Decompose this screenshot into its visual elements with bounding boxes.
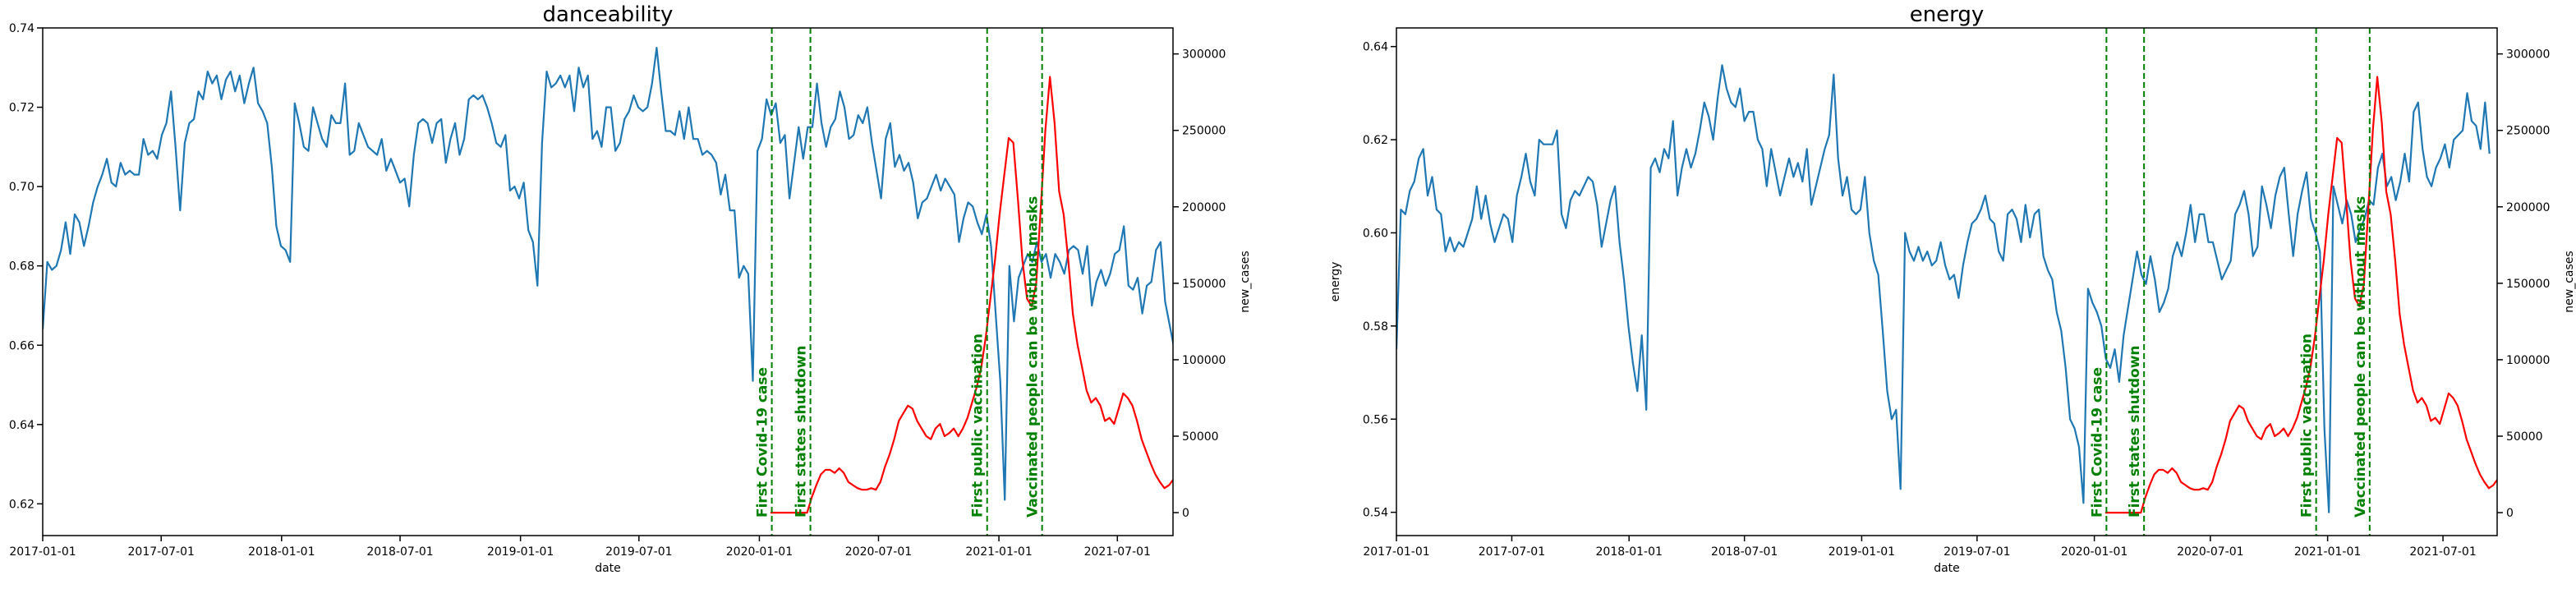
x-tick-label: 2019-01-01 <box>1828 545 1895 559</box>
x-tick-label: 2021-01-01 <box>2294 545 2361 559</box>
chart-title: energy <box>1910 2 1985 27</box>
y2-tick-label: 0 <box>1182 507 1189 520</box>
y2-tick-label: 0 <box>2506 507 2514 520</box>
y2-tick-label: 50000 <box>2506 430 2543 444</box>
annotation-label: Vaccinated people can be without masks <box>1025 196 1042 518</box>
y2-tick-label: 250000 <box>2506 125 2550 138</box>
y-tick-label: 0.58 <box>1363 320 1388 334</box>
y-tick-label: 0.62 <box>9 498 34 511</box>
x-tick-label: 2020-07-01 <box>845 545 912 559</box>
y2-tick-label: 200000 <box>1182 201 1226 214</box>
x-tick-label: 2018-01-01 <box>248 545 315 559</box>
x-axis-label: date <box>595 562 621 575</box>
y-tick-label: 0.60 <box>1363 227 1388 240</box>
y-axis-label: energy <box>1329 262 1342 302</box>
plot-frame <box>42 27 1174 536</box>
x-tick-label: 2017-01-01 <box>9 545 76 559</box>
y2-tick-label: 200000 <box>2506 201 2550 214</box>
x-tick-label: 2021-07-01 <box>1084 545 1151 559</box>
x-tick-label: 2018-07-01 <box>366 545 433 559</box>
x-tick-label: 2017-07-01 <box>128 545 195 559</box>
x-tick-label: 2018-01-01 <box>1596 545 1663 559</box>
x-tick-label: 2019-01-01 <box>487 545 554 559</box>
y-tick-label: 0.64 <box>9 419 34 432</box>
series-line-energy <box>1396 64 2491 513</box>
x-tick-label: 2020-07-01 <box>2177 545 2243 559</box>
y-tick-label: 0.54 <box>1363 507 1388 520</box>
chart-panel-danceability: danceability 2017-01-01 2017-07-01 2018-01-… <box>9 2 1252 575</box>
y-tick-label: 0.64 <box>1363 41 1388 54</box>
y2-tick-label: 300000 <box>1182 48 1226 62</box>
x-tick-label: 2020-01-01 <box>2061 545 2128 559</box>
y2-tick-label: 300000 <box>2506 48 2550 62</box>
annotation-label: First public vaccination <box>2299 334 2316 518</box>
x-tick-label: 2019-07-01 <box>1944 545 2010 559</box>
y2-tick-label: 100000 <box>2506 354 2550 367</box>
y2-tick-label: 250000 <box>1182 125 1226 138</box>
series-line-danceability <box>43 46 1173 501</box>
annotation-label: First Covid-19 case <box>2089 367 2105 518</box>
chart-panel-energy: energy 2017-01-01 2017-07-01 2018-01-01 2018… <box>1329 2 2576 575</box>
x-tick-label: 2017-07-01 <box>1479 545 1545 559</box>
annotation-label: First states shutdown <box>794 345 810 518</box>
series-line-new-cases <box>770 76 1173 514</box>
y-tick-label: 0.68 <box>9 260 34 274</box>
plot-frame <box>1396 27 2498 536</box>
chart-title: danceability <box>543 2 674 27</box>
annotation-label: Vaccinated people can be without masks <box>2353 196 2369 518</box>
x-tick-label: 2017-01-01 <box>1363 545 1429 559</box>
y2-tick-label: 50000 <box>1182 430 1219 444</box>
y2-axis-label: new_cases <box>1239 251 1252 312</box>
y2-tick-label: 150000 <box>2506 278 2550 291</box>
y-tick-label: 0.72 <box>9 102 34 115</box>
y-tick-label: 0.56 <box>1363 413 1388 426</box>
y-tick-label: 0.66 <box>9 339 34 352</box>
y-tick-label: 0.70 <box>9 181 34 194</box>
y2-tick-label: 100000 <box>1182 354 1226 367</box>
x-tick-label: 2019-07-01 <box>605 545 672 559</box>
annotation-label: First Covid-19 case <box>755 367 771 518</box>
series-line-new-cases <box>2104 76 2497 514</box>
annotation-label: First states shutdown <box>2127 345 2143 518</box>
annotation-label: First public vaccination <box>970 334 987 518</box>
x-tick-label: 2021-01-01 <box>965 545 1032 559</box>
y2-tick-label: 150000 <box>1182 278 1226 291</box>
y-tick-label: 0.74 <box>9 22 34 35</box>
x-tick-label: 2021-07-01 <box>2409 545 2476 559</box>
x-axis-label: date <box>1934 562 1960 575</box>
y-tick-label: 0.62 <box>1363 134 1388 147</box>
x-tick-label: 2018-07-01 <box>1711 545 1778 559</box>
x-tick-label: 2020-01-01 <box>726 545 793 559</box>
y2-axis-label: new_cases <box>2563 251 2576 312</box>
